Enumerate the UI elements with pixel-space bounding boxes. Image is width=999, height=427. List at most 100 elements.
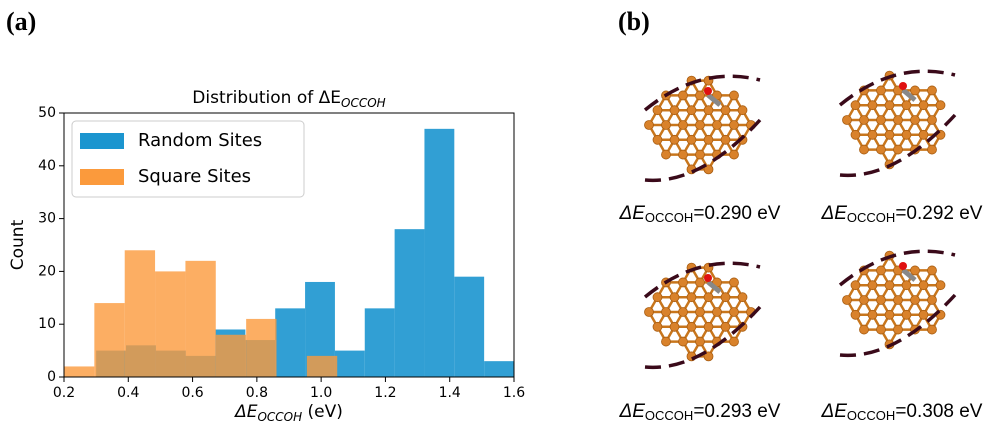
atom — [851, 101, 860, 110]
atom — [868, 281, 877, 290]
x-tick-label: 0.4 — [117, 385, 139, 401]
caption-symbol: ΔE — [619, 401, 646, 422]
atom — [662, 150, 671, 159]
atom — [868, 130, 877, 139]
atom — [919, 310, 928, 319]
atom — [877, 116, 886, 125]
caption-symbol: ΔE — [821, 203, 848, 224]
atom — [696, 278, 705, 287]
atom — [721, 106, 730, 115]
atom — [919, 281, 928, 290]
atom — [928, 86, 937, 95]
atom — [713, 121, 722, 130]
atom — [877, 296, 886, 305]
atom — [877, 325, 886, 334]
caption-subscript: OCCOH — [847, 408, 895, 423]
oxygen — [899, 82, 907, 90]
atom — [738, 106, 747, 115]
bar — [307, 356, 337, 377]
atom — [687, 135, 696, 144]
atom — [687, 293, 696, 302]
title-subscript: OCCOH — [341, 96, 386, 110]
atom — [730, 278, 739, 287]
bar — [185, 261, 215, 377]
atom — [721, 293, 730, 302]
legend-swatch — [80, 133, 124, 149]
x-tick-label: 0.8 — [246, 385, 268, 401]
caption-value: =0.293 eV — [693, 401, 780, 422]
bar — [64, 366, 94, 377]
caption-value: =0.290 eV — [693, 203, 780, 224]
x-axis-label: ΔEOCCOH (eV) — [233, 402, 343, 424]
atom — [885, 130, 894, 139]
bar — [424, 129, 454, 377]
atom — [919, 101, 928, 110]
atom — [738, 293, 747, 302]
atom — [730, 121, 739, 130]
atom — [730, 308, 739, 317]
bar — [484, 361, 514, 377]
atom — [679, 91, 688, 100]
bar — [454, 277, 484, 377]
atom — [919, 130, 928, 139]
atom — [860, 296, 869, 305]
atom — [877, 86, 886, 95]
atom — [730, 337, 739, 346]
atom — [928, 145, 937, 154]
atom — [843, 116, 852, 125]
bar — [335, 351, 365, 377]
x-tick-label: 0.6 — [181, 385, 203, 401]
y-tick-label: 50 — [38, 105, 56, 121]
y-tick-label: 30 — [38, 211, 56, 227]
atom — [704, 135, 713, 144]
bar — [94, 303, 124, 377]
atom — [894, 296, 903, 305]
atom — [679, 278, 688, 287]
bar — [275, 308, 305, 377]
caption-subscript: OCCOH — [645, 210, 693, 225]
atom — [885, 310, 894, 319]
caption-symbol: ΔE — [821, 401, 848, 422]
chart-title: Distribution of ΔEOCCOH — [192, 88, 385, 110]
cluster — [840, 251, 955, 355]
x-tick-label: 1.6 — [503, 385, 525, 401]
atom — [670, 135, 679, 144]
atom — [704, 322, 713, 331]
atom — [679, 150, 688, 159]
caption-value: =0.292 eV — [895, 203, 982, 224]
atom — [851, 310, 860, 319]
cluster — [840, 71, 955, 175]
atom — [851, 130, 860, 139]
atom — [843, 296, 852, 305]
atom — [721, 135, 730, 144]
y-tick-label: 40 — [38, 158, 56, 174]
legend-label: Square Sites — [138, 166, 251, 187]
caption: ΔEOCCOH=0.308 eV — [821, 401, 983, 423]
x-label-symbol: ΔE — [233, 402, 258, 422]
atom — [868, 310, 877, 319]
bar — [395, 229, 425, 377]
oxygen — [899, 262, 907, 270]
atom — [704, 106, 713, 115]
atom — [885, 281, 894, 290]
atom — [894, 325, 903, 334]
atom — [662, 308, 671, 317]
atom — [696, 91, 705, 100]
atom — [894, 116, 903, 125]
caption: ΔEOCCOH=0.292 eV — [821, 203, 983, 225]
y-tick-label: 0 — [47, 369, 56, 385]
atom — [653, 322, 662, 331]
atom — [730, 91, 739, 100]
atom — [653, 135, 662, 144]
atom — [679, 337, 688, 346]
y-tick-label: 20 — [38, 263, 56, 279]
panel-label: (b) — [618, 7, 650, 36]
oxygen — [704, 87, 712, 95]
y-axis-label: Count — [8, 219, 28, 270]
atom — [687, 322, 696, 331]
atom — [696, 337, 705, 346]
bar — [125, 250, 155, 377]
x-tick-label: 1.2 — [374, 385, 396, 401]
atom — [894, 145, 903, 154]
